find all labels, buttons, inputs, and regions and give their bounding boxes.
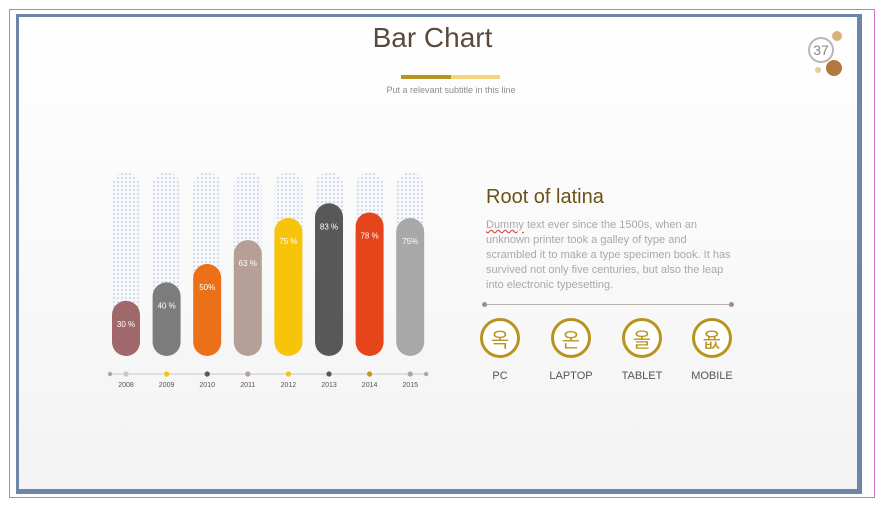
- bar-chart: 30 % 40 % 50% 63 % 75 % 83 % 78 % 75% 2008 2009 2…: [107, 172, 429, 389]
- decorative-dot: [826, 60, 842, 76]
- bar-2013: [315, 203, 343, 356]
- divider-dot: [729, 302, 734, 307]
- timeline-end-dot: [107, 371, 113, 377]
- timeline-end-dot: [424, 371, 429, 377]
- timeline-dot: [204, 371, 210, 377]
- x-tick-label: 2008: [118, 382, 134, 389]
- title-underline-light: [451, 75, 500, 79]
- bar-value-label: 30 %: [117, 320, 135, 329]
- device-label: MOBILE: [691, 370, 733, 382]
- bar-2015: [396, 218, 425, 356]
- bar-value-label: 83 %: [320, 222, 338, 231]
- pc-icon: 옥: [480, 318, 520, 358]
- side-body-first-word: Dummy: [486, 219, 524, 231]
- side-heading: Root of latina: [486, 186, 604, 208]
- side-body-rest: text ever since the 1500s, when an unkno…: [486, 219, 731, 291]
- timeline-dot: [285, 371, 291, 377]
- title-underline-dark: [401, 75, 451, 79]
- page-title: Bar Chart: [372, 22, 493, 53]
- x-tick-label: 2014: [362, 382, 378, 389]
- bar-2012: [274, 218, 303, 356]
- laptop-icon: 온: [551, 318, 591, 358]
- bar-value-label: 63 %: [239, 259, 257, 268]
- device-mobile: 욦 MOBILE: [667, 318, 757, 382]
- bar-2010: [193, 264, 222, 356]
- outer-frame: [9, 9, 875, 498]
- bar-2009: [152, 282, 181, 356]
- device-pc: 옥 PC: [455, 318, 545, 382]
- bar-2011: [233, 240, 262, 356]
- device-tablet: 올 TABLET: [597, 318, 687, 382]
- device-laptop: 온 LAPTOP: [526, 318, 616, 382]
- timeline-dot: [367, 371, 373, 377]
- timeline-dot: [123, 371, 129, 377]
- bar-value-label: 78 %: [360, 231, 378, 240]
- x-tick-label: 2012: [281, 382, 297, 389]
- decorative-dot: [815, 67, 821, 73]
- timeline-dot: [164, 371, 170, 377]
- page-number-badge: 37: [808, 37, 834, 63]
- divider-dot: [482, 302, 487, 307]
- divider-line: [484, 304, 732, 305]
- bar-2008: [112, 300, 140, 356]
- page-subtitle: Put a relevant subtitle in this line: [386, 85, 516, 95]
- tablet-icon: 올: [622, 318, 662, 358]
- mobile-icon: 욦: [692, 318, 732, 358]
- decorative-dot: [832, 31, 842, 41]
- bar-value-label: 40 %: [157, 301, 175, 310]
- x-tick-label: 2011: [240, 382, 255, 389]
- bar-value-label: 75 %: [279, 237, 297, 246]
- side-body-text: Dummy text ever since the 1500s, when an…: [486, 218, 736, 293]
- device-label: PC: [492, 370, 508, 382]
- x-tick-label: 2015: [402, 382, 418, 389]
- bar-value-label: 75%: [402, 237, 418, 246]
- timeline-dot: [326, 371, 332, 377]
- device-label: LAPTOP: [549, 370, 593, 382]
- x-tick-label: 2010: [199, 382, 215, 389]
- timeline-dot: [407, 371, 413, 377]
- x-tick-label: 2013: [321, 382, 337, 389]
- x-tick-label: 2009: [159, 382, 175, 389]
- bar-2014: [355, 212, 384, 356]
- bar-value-label: 50%: [199, 283, 215, 292]
- timeline-dot: [245, 371, 251, 377]
- device-label: TABLET: [621, 370, 663, 382]
